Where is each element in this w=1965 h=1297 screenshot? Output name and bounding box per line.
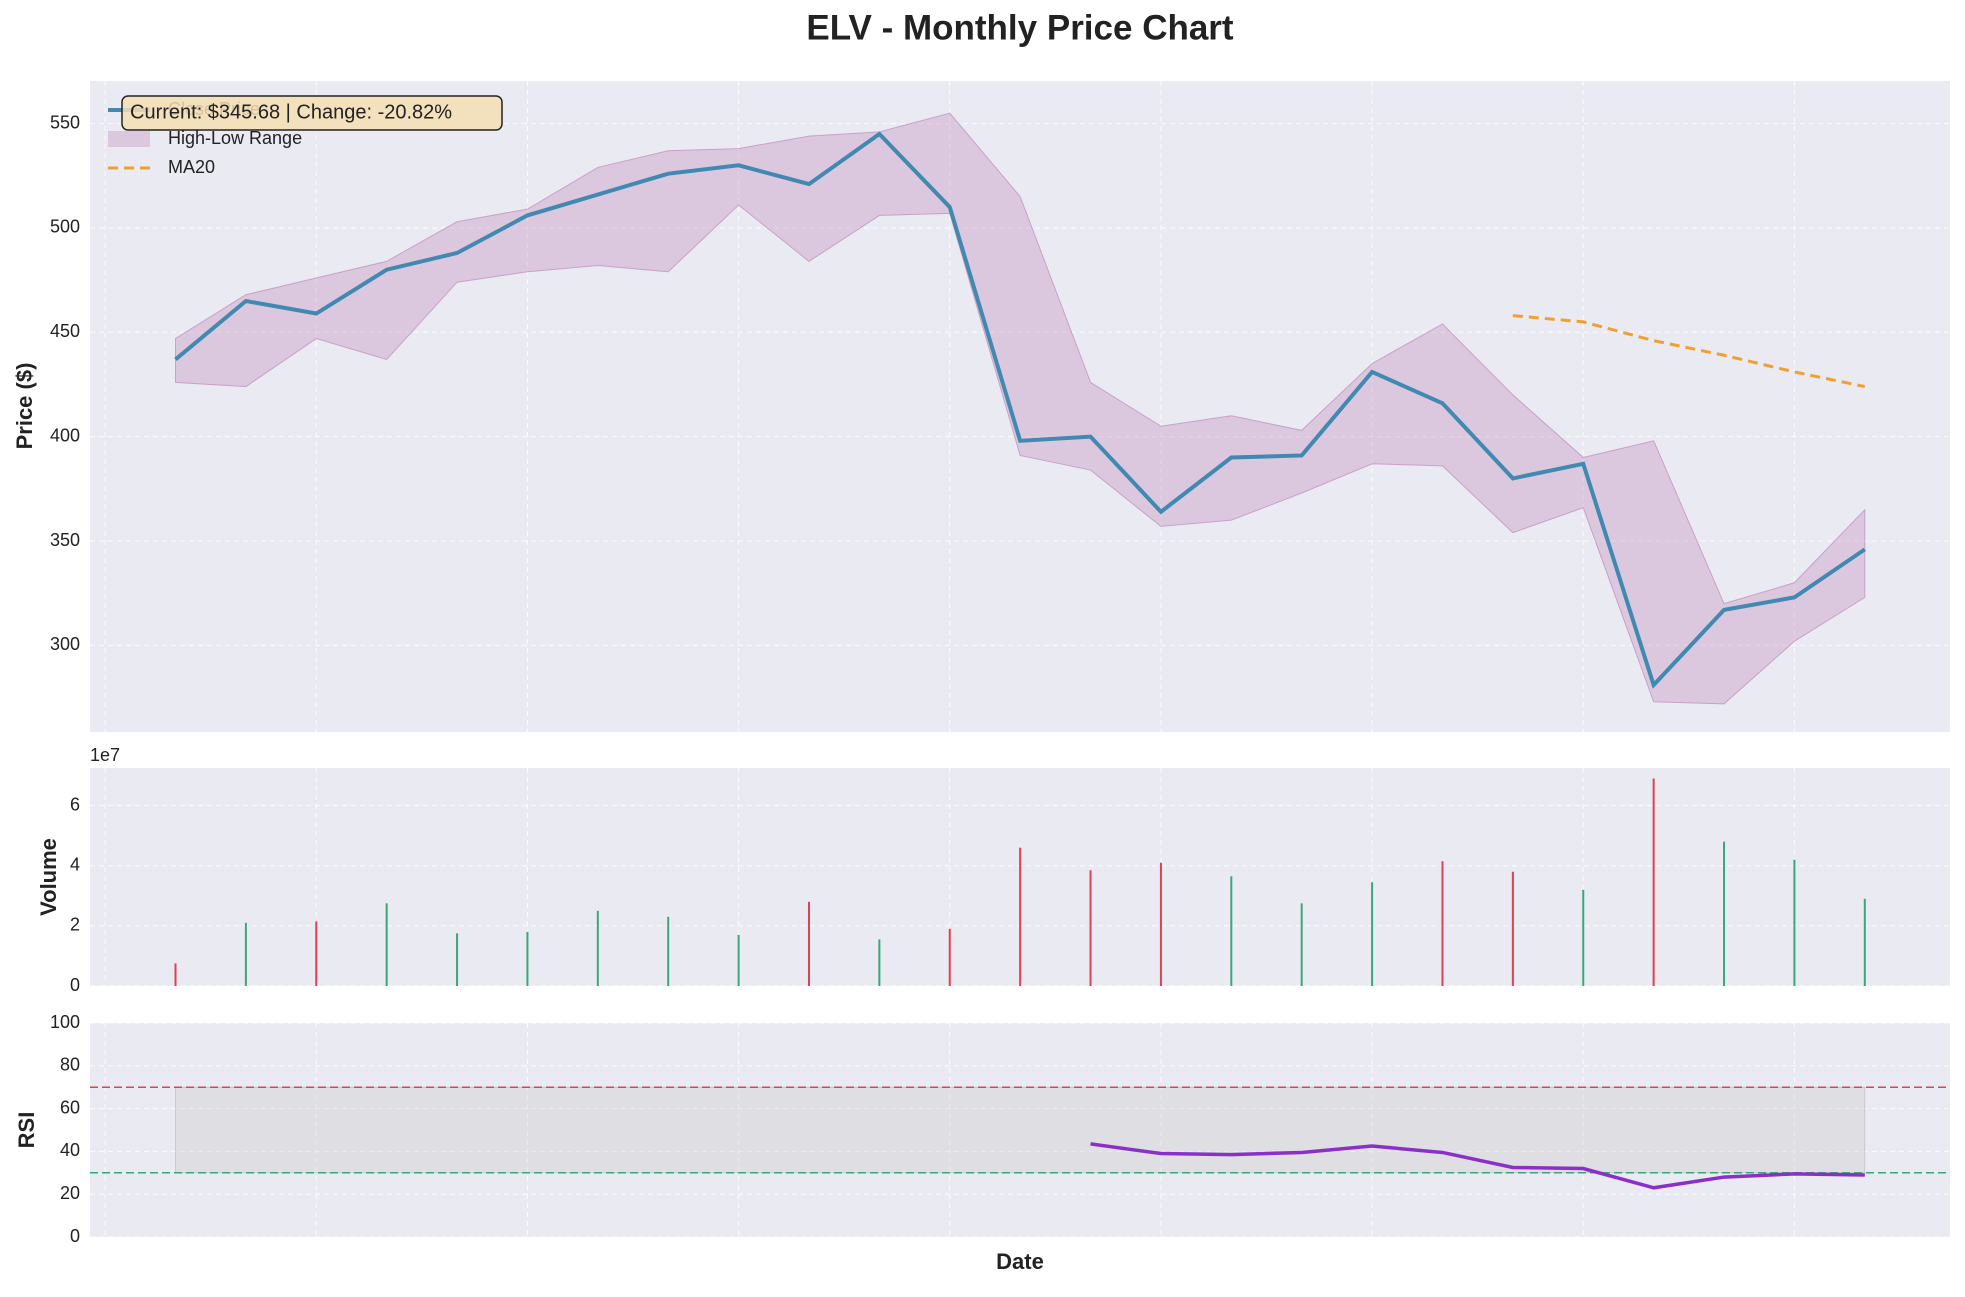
y-tick-label: 80 [60, 1055, 80, 1075]
bar [456, 933, 459, 986]
series-line [174, 131, 1866, 689]
y-tick-label: 4 [70, 854, 80, 874]
chart-title: ELV - Monthly Price Chart [806, 8, 1234, 47]
bar [878, 939, 881, 986]
annotation: Current: $345.68 | Change: -20.82% [130, 101, 452, 123]
y-tick-label: 20 [60, 1183, 80, 1203]
bar [526, 931, 529, 986]
bar [1723, 841, 1726, 986]
y-axis-label: Price ($) [12, 363, 37, 450]
bar [807, 901, 810, 986]
y-tick-label: 6 [70, 794, 80, 814]
bar [1441, 861, 1444, 986]
rsi-band [175, 1086, 1866, 1174]
y-tick-label: 400 [50, 425, 80, 445]
y-axis-label: Volume [36, 838, 61, 916]
y-tick-label: 0 [70, 975, 80, 995]
y-tick-label: 0 [70, 1226, 80, 1246]
bar [1511, 871, 1514, 986]
y-tick-label: 550 [50, 112, 80, 132]
bar [1793, 859, 1796, 986]
bar [1371, 882, 1374, 986]
bar [737, 934, 740, 986]
bar [315, 921, 318, 986]
price-panel [90, 81, 1950, 732]
y-tick-label: 450 [50, 321, 80, 341]
bar [385, 903, 388, 986]
bar [174, 963, 177, 986]
rsi-panel [90, 1023, 1950, 1237]
legend-label: High-Low Range [168, 128, 302, 148]
bar [1230, 876, 1233, 986]
bar [1159, 862, 1162, 986]
rsi-line [1090, 1142, 1865, 1190]
legend-swatch [108, 131, 150, 147]
legend-label: MA20 [168, 157, 215, 177]
bar [1863, 898, 1866, 986]
bar [1652, 778, 1655, 986]
bar [667, 916, 670, 986]
bar [1300, 903, 1303, 986]
bar [1019, 847, 1022, 986]
y-tick-label: 2 [70, 915, 80, 935]
x-axis-label: Date [996, 1249, 1044, 1274]
bar [1582, 889, 1585, 986]
y-axis-label: RSI [14, 1112, 39, 1149]
bar [244, 922, 247, 986]
offset-label: 1e7 [90, 745, 120, 765]
series-line [1512, 314, 1866, 389]
bar [1089, 870, 1092, 986]
y-tick-label: 40 [60, 1140, 80, 1160]
bar [948, 928, 951, 986]
annotation-box [121, 95, 503, 131]
y-tick-label: 350 [50, 530, 80, 550]
y-tick-label: 300 [50, 634, 80, 654]
y-tick-label: 60 [60, 1097, 80, 1117]
y-tick-label: 100 [50, 1012, 80, 1032]
high-low-area [175, 112, 1866, 705]
y-tick-label: 500 [50, 217, 80, 237]
bar [596, 910, 599, 986]
